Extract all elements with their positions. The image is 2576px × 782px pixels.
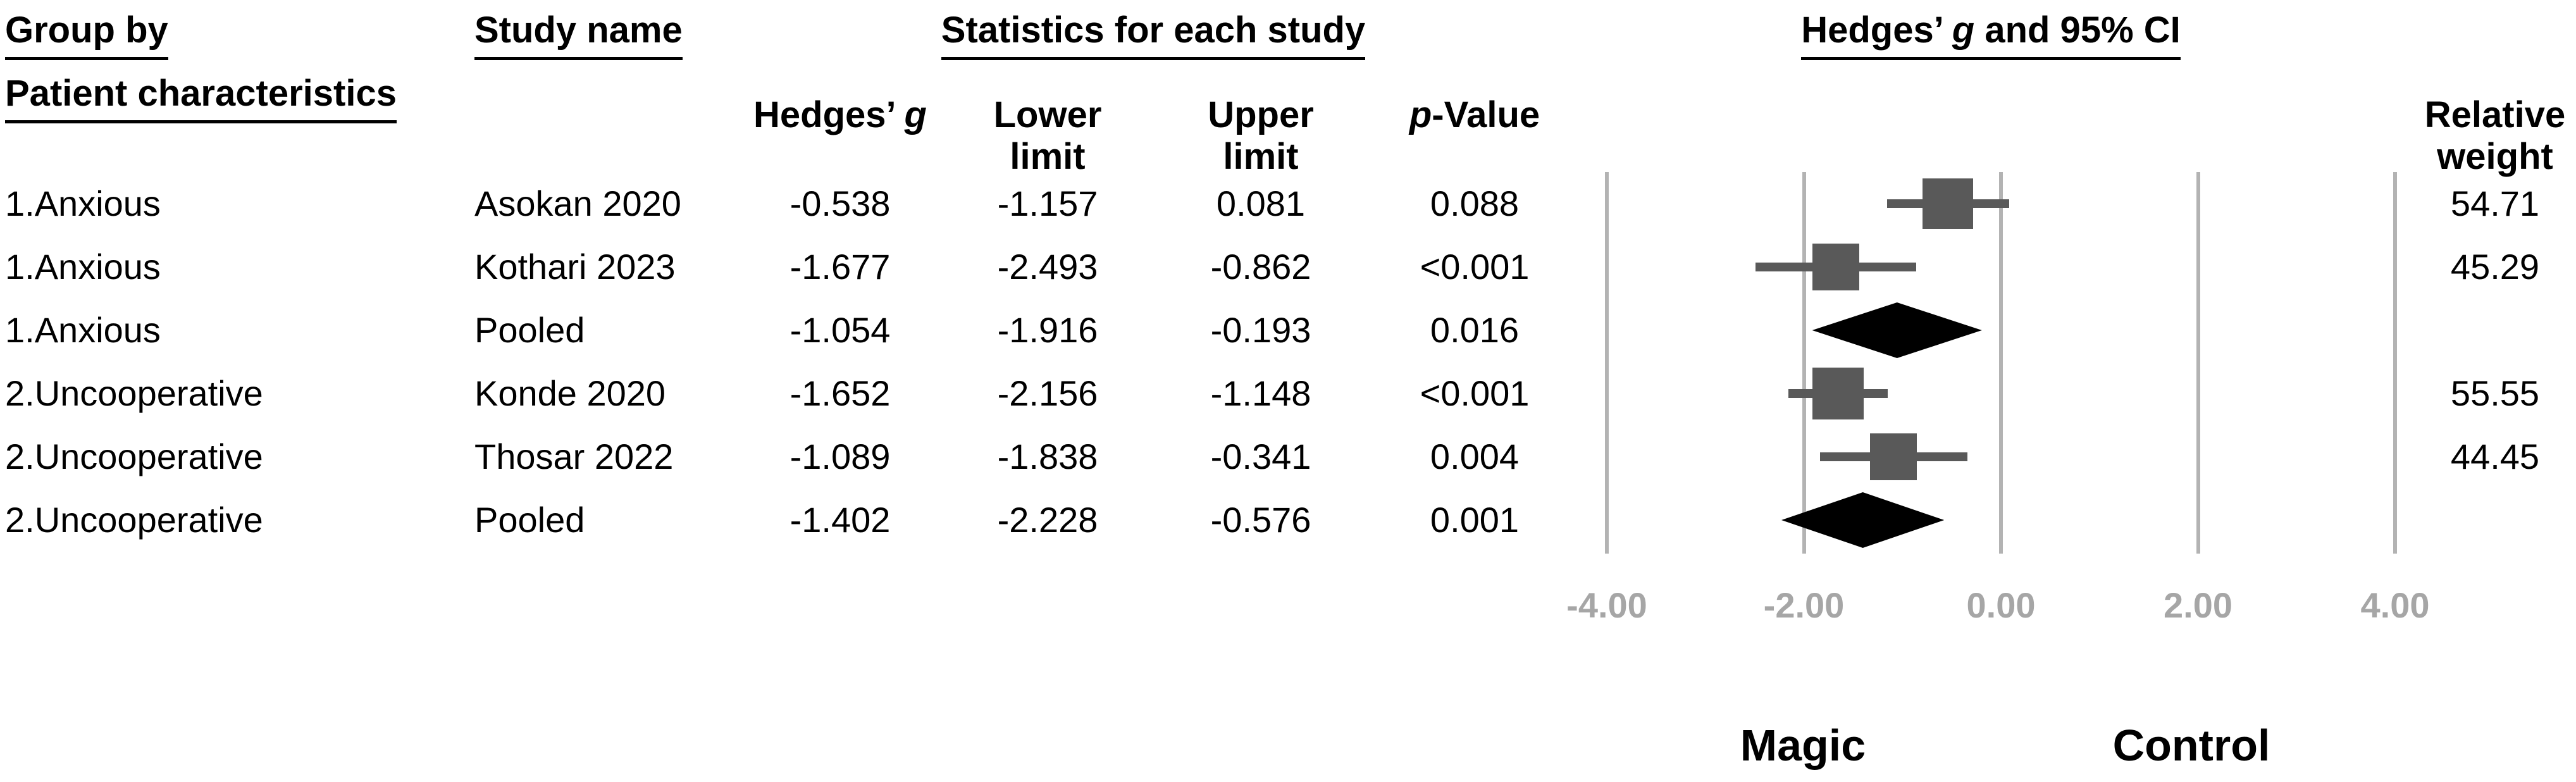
header-group-by: Group by [5,10,168,60]
cell-hedges-g: -1.402 [790,500,891,540]
cell-upper-limit: 0.081 [1216,183,1306,223]
axis-tick-label: -2.00 [1763,585,1845,625]
cell-hedges-g: -1.677 [790,247,891,287]
header-statistics-title: Statistics for each study [837,10,1470,60]
cell-hedges-g: -1.089 [790,437,891,476]
row-study-label: Asokan 2020 [474,183,681,223]
cell-lower-limit: -2.228 [997,500,1098,540]
effect-square [1922,178,1974,230]
cell-lower-limit: -1.838 [997,437,1098,476]
row-study-label: Thosar 2022 [474,437,674,476]
gridline [2196,172,2200,554]
column-header-hedges-g: Hedges’ g [753,94,927,135]
column-header-lower-limit-line1: Lower [993,94,1102,135]
footer-label-magic: Magic [1740,721,1866,770]
gridline [1802,172,1806,554]
cell-upper-limit: -0.341 [1210,437,1311,476]
cell-p-value: <0.001 [1420,247,1530,287]
effect-square [1812,368,1864,419]
row-study-label: Pooled [474,310,585,350]
column-header-relative-weight-line1: Relative [2424,94,2566,135]
header-study-name: Study name [474,10,683,60]
cell-p-value: 0.016 [1430,310,1520,350]
cell-hedges-g: -1.054 [790,310,891,350]
row-group-label: 2.Uncooperative [5,437,263,476]
cell-hedges-g: -0.538 [790,183,891,223]
column-header-p-value: p-Value [1409,94,1540,135]
cell-relative-weight: 45.29 [2450,247,2540,287]
cell-lower-limit: -2.156 [997,373,1098,413]
cell-relative-weight: 54.71 [2450,183,2540,223]
axis-tick-label: 0.00 [1966,585,2036,625]
gridline [2393,172,2397,554]
axis-tick-label: -4.00 [1566,585,1647,625]
cell-p-value: 0.088 [1430,183,1520,223]
cell-lower-limit: -2.493 [997,247,1098,287]
cell-upper-limit: -1.148 [1210,373,1311,413]
cell-relative-weight: 44.45 [2450,437,2540,476]
cell-hedges-g: -1.652 [790,373,891,413]
column-header-lower-limit-line2: limit [1010,136,1086,177]
gridline [1999,172,2003,554]
row-group-label: 1.Anxious [5,247,161,287]
row-group-label: 2.Uncooperative [5,500,263,540]
cell-upper-limit: -0.862 [1210,247,1311,287]
cell-upper-limit: -0.193 [1210,310,1311,350]
row-study-label: Pooled [474,500,585,540]
cell-p-value: 0.001 [1430,500,1520,540]
header-patient-characteristics: Patient characteristics [5,73,397,123]
cell-relative-weight: 55.55 [2450,373,2540,413]
header-plot-title: Hedges’ g and 95% CI [1675,10,2307,60]
row-study-label: Konde 2020 [474,373,666,413]
cell-upper-limit: -0.576 [1210,500,1311,540]
axis-tick-label: 2.00 [2164,585,2232,625]
pooled-diamond [1781,492,1945,548]
row-group-label: 1.Anxious [5,310,161,350]
cell-p-value: <0.001 [1420,373,1530,413]
cell-lower-limit: -1.157 [997,183,1098,223]
row-group-label: 1.Anxious [5,183,161,223]
column-header-relative-weight-line2: weight [2437,136,2553,177]
column-header-upper-limit-line2: limit [1223,136,1299,177]
effect-square [1812,243,1860,291]
footer-label-control: Control [2112,721,2270,770]
cell-lower-limit: -1.916 [997,310,1098,350]
gridline [1605,172,1609,554]
row-study-label: Kothari 2023 [474,247,676,287]
effect-square [1870,433,1917,480]
row-group-label: 2.Uncooperative [5,373,263,413]
cell-p-value: 0.004 [1430,437,1520,476]
pooled-diamond [1812,302,1982,358]
column-header-upper-limit-line1: Upper [1208,94,1314,135]
axis-tick-label: 4.00 [2360,585,2430,625]
